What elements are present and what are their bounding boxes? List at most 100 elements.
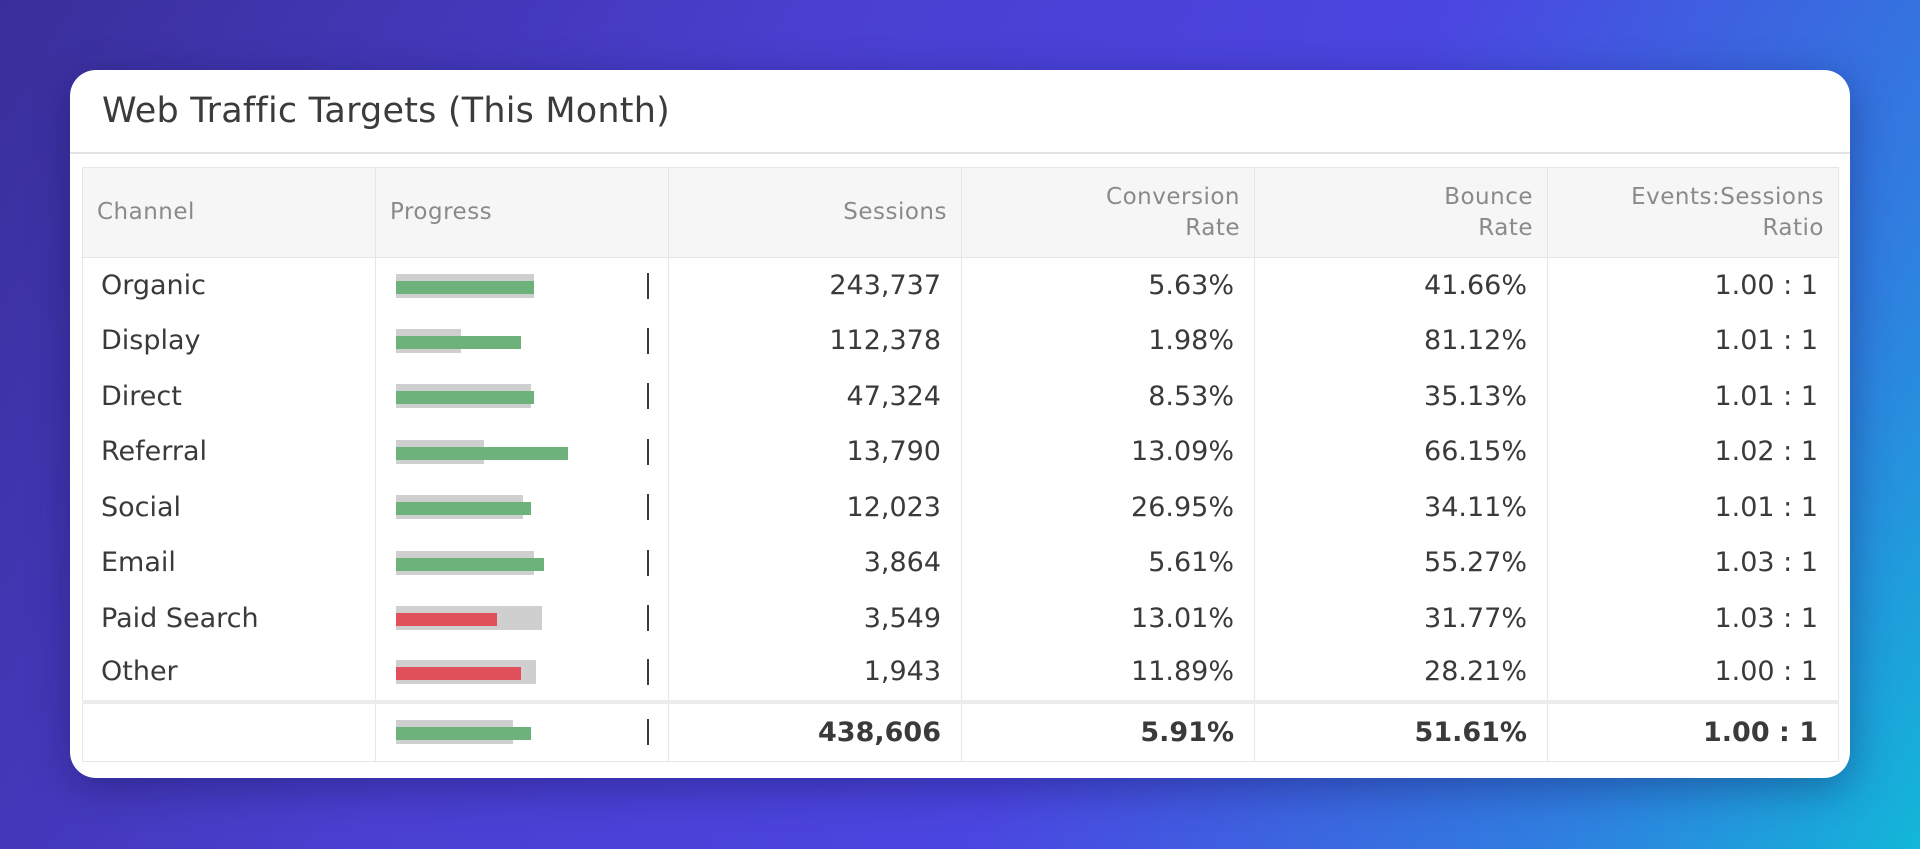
traffic-table-wrapper: Channel Progress Sessions Conversion Rate… xyxy=(82,167,1839,762)
conversion-rate-cell: 26.95% xyxy=(961,479,1255,535)
progress-bullet xyxy=(396,437,656,467)
progress-actual-bar xyxy=(396,502,531,516)
conversion-rate-cell: 5.61% xyxy=(961,535,1255,591)
progress-bullet xyxy=(396,381,656,411)
conversion-rate-cell: 8.53% xyxy=(961,368,1255,424)
total-ratio-cell: 1.00 : 1 xyxy=(1547,699,1839,762)
sessions-cell: 3,549 xyxy=(668,590,962,646)
table-row[interactable]: Referral 13,790 13.09% 66.15% 1.02 : 1 xyxy=(82,424,1839,480)
progress-actual-bar xyxy=(396,613,497,627)
progress-target-marker xyxy=(647,383,649,410)
sessions-cell: 1,943 xyxy=(668,646,962,702)
bounce-rate-cell: 66.15% xyxy=(1254,424,1548,480)
progress-bullet xyxy=(396,657,656,687)
channel-cell: Other xyxy=(82,646,376,702)
bounce-rate-cell: 35.13% xyxy=(1254,368,1548,424)
sessions-cell: 243,737 xyxy=(668,257,962,313)
channel-cell: Display xyxy=(82,313,376,369)
total-bounce-rate-cell: 51.61% xyxy=(1254,699,1548,762)
ratio-cell: 1.01 : 1 xyxy=(1547,479,1839,535)
conversion-rate-cell: 13.01% xyxy=(961,590,1255,646)
sessions-cell: 12,023 xyxy=(668,479,962,535)
channel-cell: Direct xyxy=(82,368,376,424)
channel-cell: Social xyxy=(82,479,376,535)
conversion-rate-cell: 1.98% xyxy=(961,313,1255,369)
channel-cell: Email xyxy=(82,535,376,591)
total-sessions-cell: 438,606 xyxy=(668,699,962,762)
progress-cell xyxy=(375,590,669,646)
progress-target-marker xyxy=(647,272,649,299)
table-row[interactable]: Social 12,023 26.95% 34.11% 1.01 : 1 xyxy=(82,479,1839,535)
table-row[interactable]: Direct 47,324 8.53% 35.13% 1.01 : 1 xyxy=(82,368,1839,424)
conversion-rate-cell: 5.63% xyxy=(961,257,1255,313)
table-row[interactable]: Organic 243,737 5.63% 41.66% 1.00 : 1 xyxy=(82,257,1839,313)
progress-target-marker xyxy=(647,494,649,521)
progress-cell xyxy=(375,257,669,313)
channel-cell: Referral xyxy=(82,424,376,480)
progress-target-marker xyxy=(647,327,649,354)
column-header-events-sessions-ratio[interactable]: Events:Sessions Ratio xyxy=(1547,167,1839,258)
ratio-cell: 1.03 : 1 xyxy=(1547,535,1839,591)
table-row[interactable]: Paid Search 3,549 13.01% 31.77% 1.03 : 1 xyxy=(82,590,1839,646)
progress-bullet xyxy=(396,492,656,522)
progress-actual-bar xyxy=(396,727,531,741)
ratio-cell: 1.02 : 1 xyxy=(1547,424,1839,480)
progress-target-marker xyxy=(647,605,649,632)
total-channel-cell xyxy=(82,699,376,762)
web-traffic-targets-card: Web Traffic Targets (This Month) Channel… xyxy=(70,70,1850,778)
progress-cell xyxy=(375,646,669,702)
ratio-cell: 1.00 : 1 xyxy=(1547,257,1839,313)
bounce-rate-cell: 55.27% xyxy=(1254,535,1548,591)
progress-actual-bar xyxy=(396,557,544,571)
table-body: Organic 243,737 5.63% 41.66% 1.00 : 1 Di… xyxy=(82,257,1839,702)
progress-actual-bar xyxy=(396,280,534,294)
progress-actual-bar xyxy=(396,391,534,405)
progress-target-marker xyxy=(647,658,649,685)
progress-target-marker xyxy=(647,719,649,746)
total-progress-bullet xyxy=(396,717,656,747)
column-header-channel[interactable]: Channel xyxy=(82,167,376,258)
table-row[interactable]: Email 3,864 5.61% 55.27% 1.03 : 1 xyxy=(82,535,1839,591)
channel-cell: Organic xyxy=(82,257,376,313)
channel-cell: Paid Search xyxy=(82,590,376,646)
progress-cell xyxy=(375,368,669,424)
progress-bullet xyxy=(396,548,656,578)
table-header: Channel Progress Sessions Conversion Rate… xyxy=(82,167,1839,258)
bounce-rate-cell: 41.66% xyxy=(1254,257,1548,313)
bounce-rate-cell: 81.12% xyxy=(1254,313,1548,369)
progress-cell xyxy=(375,424,669,480)
progress-target-marker xyxy=(647,549,649,576)
ratio-cell: 1.00 : 1 xyxy=(1547,646,1839,702)
column-header-sessions[interactable]: Sessions xyxy=(668,167,962,258)
table-row[interactable]: Display 112,378 1.98% 81.12% 1.01 : 1 xyxy=(82,313,1839,369)
traffic-table: Channel Progress Sessions Conversion Rate… xyxy=(82,167,1839,762)
progress-target-marker xyxy=(647,438,649,465)
card-header: Web Traffic Targets (This Month) xyxy=(70,70,1850,154)
progress-bullet xyxy=(396,326,656,356)
bounce-rate-cell: 31.77% xyxy=(1254,590,1548,646)
progress-actual-bar xyxy=(396,335,521,349)
ratio-cell: 1.01 : 1 xyxy=(1547,368,1839,424)
sessions-cell: 112,378 xyxy=(668,313,962,369)
total-progress-cell xyxy=(375,699,669,762)
total-row: 438,606 5.91% 51.61% 1.00 : 1 xyxy=(82,699,1839,762)
column-header-bounce-rate[interactable]: Bounce Rate xyxy=(1254,167,1548,258)
column-header-progress[interactable]: Progress xyxy=(375,167,669,258)
progress-cell xyxy=(375,313,669,369)
ratio-cell: 1.03 : 1 xyxy=(1547,590,1839,646)
bounce-rate-cell: 28.21% xyxy=(1254,646,1548,702)
header-row: Channel Progress Sessions Conversion Rate… xyxy=(82,167,1839,258)
card-title: Web Traffic Targets (This Month) xyxy=(102,91,670,131)
progress-bullet xyxy=(396,603,656,633)
progress-bullet xyxy=(396,271,656,301)
progress-cell xyxy=(375,535,669,591)
column-header-conversion-rate[interactable]: Conversion Rate xyxy=(961,167,1255,258)
sessions-cell: 3,864 xyxy=(668,535,962,591)
conversion-rate-cell: 13.09% xyxy=(961,424,1255,480)
progress-cell xyxy=(375,479,669,535)
progress-actual-bar xyxy=(396,666,521,680)
table-row[interactable]: Other 1,943 11.89% 28.21% 1.00 : 1 xyxy=(82,646,1839,702)
table-footer: 438,606 5.91% 51.61% 1.00 : 1 xyxy=(82,699,1839,762)
conversion-rate-cell: 11.89% xyxy=(961,646,1255,702)
bounce-rate-cell: 34.11% xyxy=(1254,479,1548,535)
